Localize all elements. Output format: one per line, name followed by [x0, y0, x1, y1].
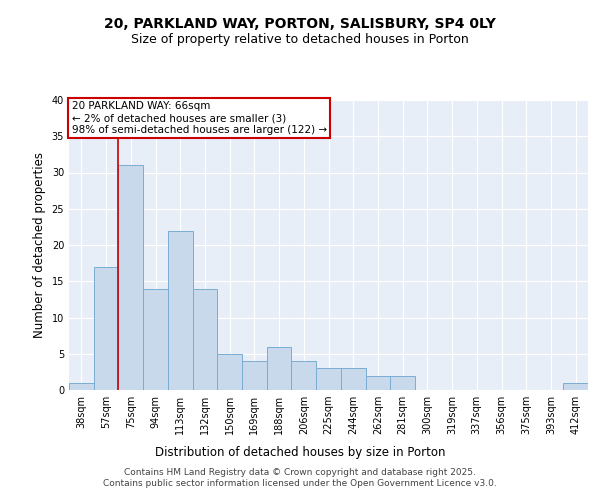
Text: Contains HM Land Registry data © Crown copyright and database right 2025.
Contai: Contains HM Land Registry data © Crown c…: [103, 468, 497, 487]
Bar: [390, 376, 415, 390]
Text: Size of property relative to detached houses in Porton: Size of property relative to detached ho…: [131, 32, 469, 46]
Bar: [365, 376, 390, 390]
Bar: [267, 346, 292, 390]
Text: 20, PARKLAND WAY, PORTON, SALISBURY, SP4 0LY: 20, PARKLAND WAY, PORTON, SALISBURY, SP4…: [104, 18, 496, 32]
Bar: [193, 288, 217, 390]
Bar: [94, 267, 118, 390]
Bar: [316, 368, 341, 390]
Text: Distribution of detached houses by size in Porton: Distribution of detached houses by size …: [155, 446, 445, 459]
Bar: [217, 354, 242, 390]
Y-axis label: Number of detached properties: Number of detached properties: [33, 152, 46, 338]
Text: 20 PARKLAND WAY: 66sqm
← 2% of detached houses are smaller (3)
98% of semi-detac: 20 PARKLAND WAY: 66sqm ← 2% of detached …: [71, 102, 327, 134]
Bar: [118, 165, 143, 390]
Bar: [292, 361, 316, 390]
Bar: [69, 383, 94, 390]
Bar: [168, 230, 193, 390]
Bar: [143, 288, 168, 390]
Bar: [341, 368, 365, 390]
Bar: [242, 361, 267, 390]
Bar: [563, 383, 588, 390]
